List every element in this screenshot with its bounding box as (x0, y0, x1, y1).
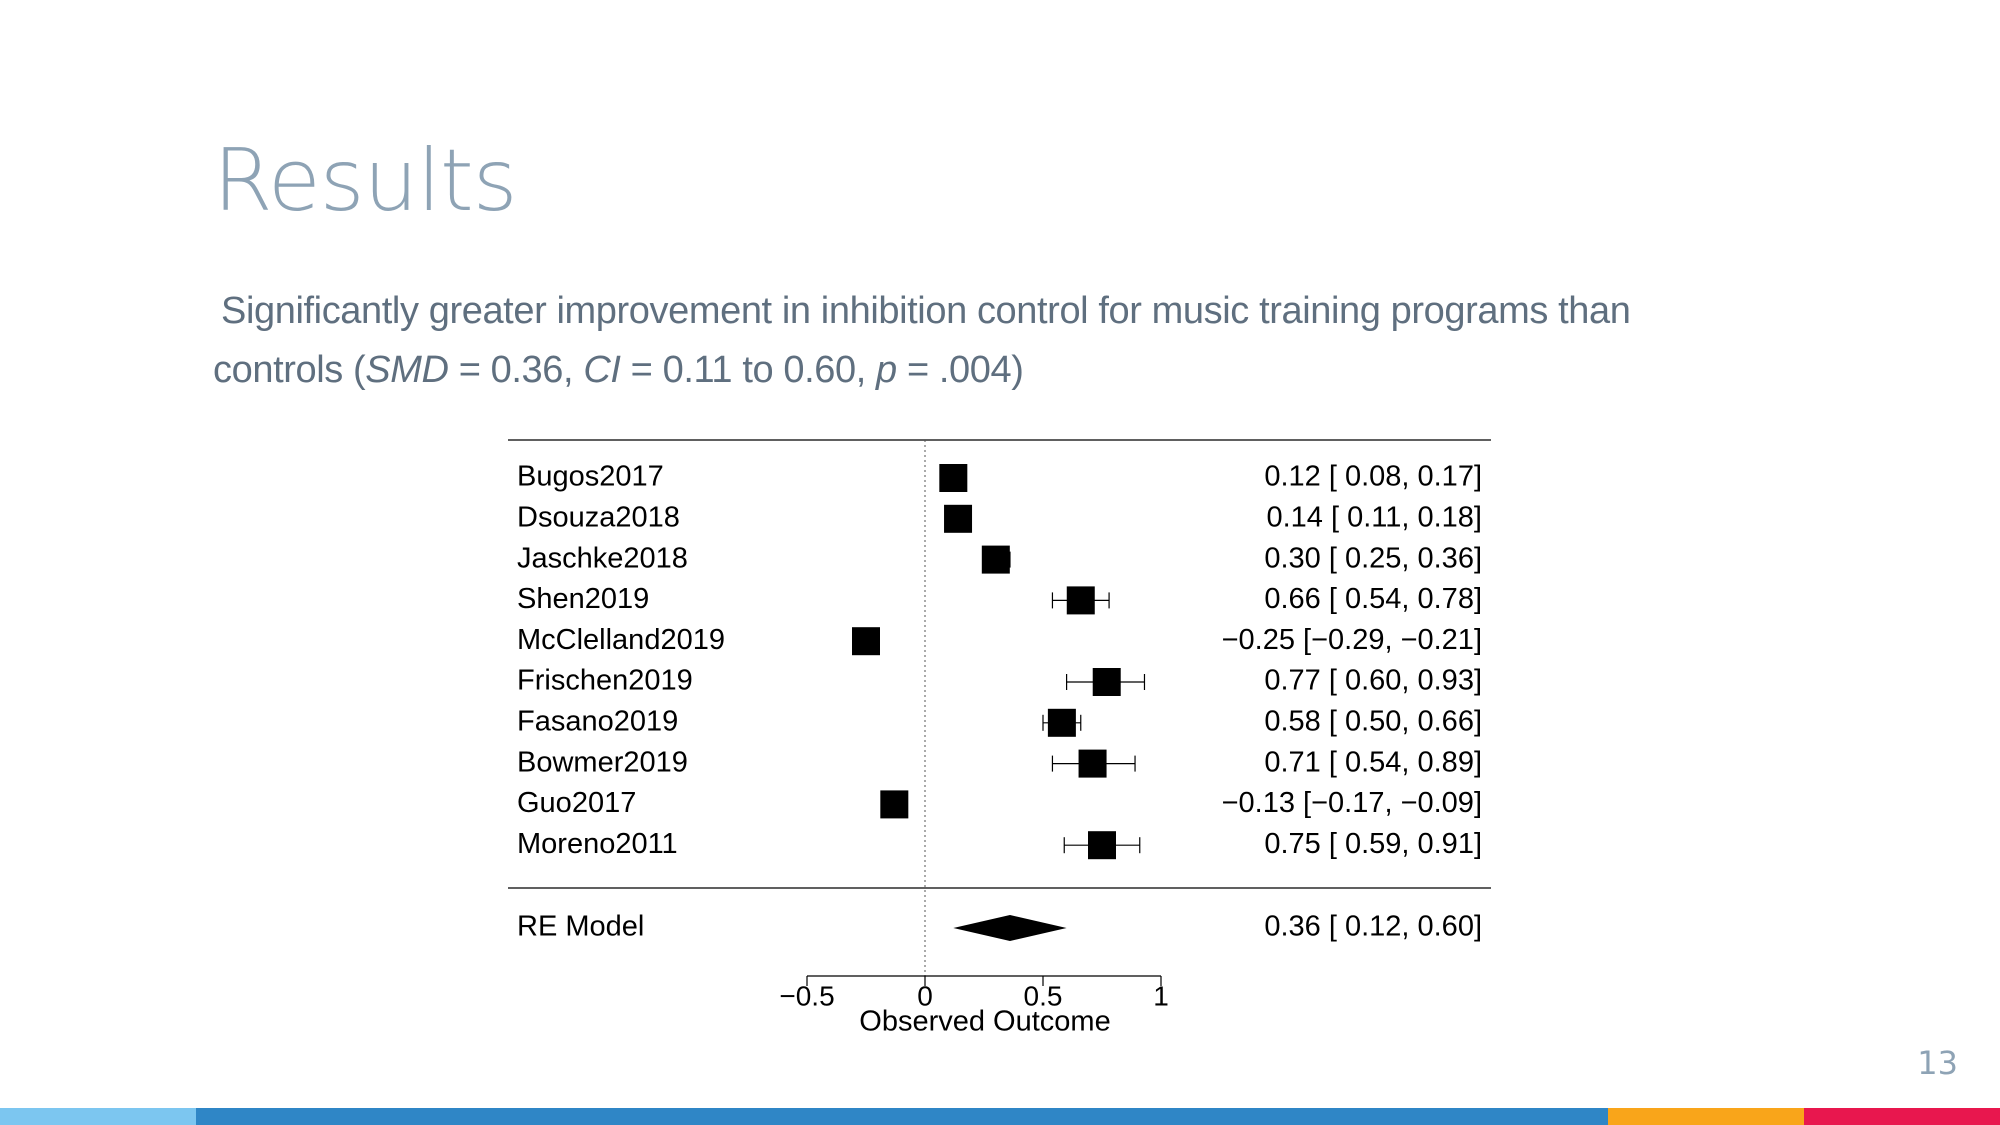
subtitle-prefix: controls ( (213, 349, 366, 391)
summary-ci-text: 0.36 [ 0.12, 0.60] (1264, 911, 1482, 943)
study-ci-text: −0.13 [−0.17, −0.09] (1222, 787, 1482, 819)
x-tick-label: −0.5 (779, 980, 834, 1011)
x-tick-label: 0 (917, 980, 933, 1011)
study-label: Guo2017 (517, 787, 636, 819)
study-point (1092, 668, 1121, 696)
x-axis-title: Observed Outcome (859, 1006, 1110, 1038)
ci-value: = 0.11 to 0.60, (620, 349, 877, 391)
smd-value: = 0.36, (448, 349, 584, 391)
study-label: McClelland2019 (517, 624, 725, 656)
study-point (1078, 749, 1107, 778)
footer-segment-blue (196, 1108, 1608, 1125)
study-ci-text: 0.77 [ 0.60, 0.93] (1264, 665, 1482, 697)
study-point (1088, 831, 1116, 860)
p-label: p (876, 349, 897, 391)
study-label: Moreno2011 (517, 828, 678, 860)
study-point (880, 790, 909, 819)
study-label: Shen2019 (517, 583, 649, 615)
footer-segment-light-blue (0, 1108, 196, 1125)
study-point (944, 504, 973, 533)
smd-label: SMD (365, 349, 449, 391)
study-label: Fasano2019 (517, 705, 678, 737)
slide-subtitle: Significantly greater improvement in inh… (213, 282, 1853, 400)
summary-diamond (953, 915, 1067, 941)
footer-color-bar (0, 1108, 2000, 1125)
page-number: 13 (1917, 1044, 1958, 1082)
subtitle-line-2: controls (SMD = 0.36, CI = 0.11 to 0.60,… (213, 341, 1853, 400)
study-label: Bowmer2019 (517, 746, 688, 778)
ci-label: CI (583, 349, 621, 391)
study-point (981, 545, 1010, 574)
study-ci-text: 0.12 [ 0.08, 0.17] (1264, 461, 1482, 493)
study-ci-text: 0.75 [ 0.59, 0.91] (1264, 828, 1482, 860)
slide-title: Results (213, 131, 518, 231)
p-value: = .004) (896, 349, 1024, 391)
study-point (939, 464, 968, 492)
study-label: Dsouza2018 (517, 501, 680, 533)
subtitle-line-1: Significantly greater improvement in inh… (221, 290, 1631, 332)
study-point (852, 627, 880, 656)
summary-label: RE Model (517, 911, 644, 943)
study-point (1047, 708, 1076, 737)
x-tick-label: 1 (1153, 980, 1169, 1011)
study-label: Bugos2017 (517, 461, 664, 493)
footer-segment-red (1804, 1108, 2000, 1125)
study-point (1066, 586, 1095, 615)
study-ci-text: 0.14 [ 0.11, 0.18] (1266, 501, 1482, 533)
study-ci-text: 0.71 [ 0.54, 0.89] (1264, 746, 1482, 778)
study-ci-text: 0.66 [ 0.54, 0.78] (1264, 583, 1482, 615)
x-tick-label: 0.5 (1024, 980, 1063, 1011)
study-ci-text: 0.58 [ 0.50, 0.66] (1264, 705, 1482, 737)
study-ci-text: −0.25 [−0.29, −0.21] (1222, 624, 1482, 656)
study-ci-text: 0.30 [ 0.25, 0.36] (1264, 542, 1482, 574)
study-label: Jaschke2018 (517, 542, 688, 574)
footer-segment-orange (1608, 1108, 1804, 1125)
study-label: Frischen2019 (517, 665, 693, 697)
